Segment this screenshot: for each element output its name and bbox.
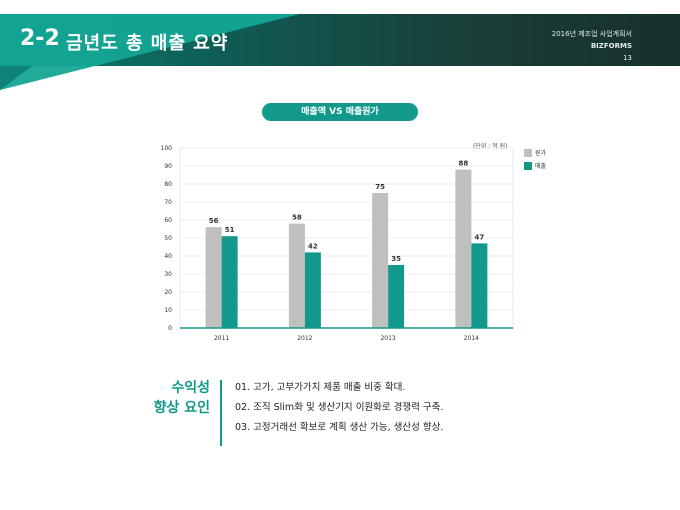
- y-tick-label: 0: [168, 325, 172, 332]
- bar-sales: [221, 236, 238, 328]
- factor-item: 01. 고가, 고부가가치 제품 매출 비중 확대.: [235, 382, 406, 393]
- factors-heading: 수익성 향상 요인: [130, 378, 210, 418]
- page-number: 13: [623, 54, 632, 62]
- header-accent-shadow: [0, 66, 32, 90]
- document-title: 2016년 제조업 사업계획서: [551, 30, 632, 38]
- x-tick-label: 2012: [297, 335, 312, 342]
- legend-item-sales: 매출: [524, 159, 546, 172]
- document-meta: 2016년 제조업 사업계획서 BIZFORMS 13: [552, 28, 632, 64]
- page-title: 금년도 총 매출 요약: [66, 33, 229, 54]
- bar-cost: [205, 227, 222, 328]
- y-tick-label: 20: [164, 289, 172, 296]
- y-tick-label: 80: [164, 181, 172, 188]
- factors-heading-line2: 향상 요인: [153, 400, 210, 416]
- y-tick-label: 60: [164, 217, 172, 224]
- data-label: 35: [391, 255, 401, 263]
- x-tick-label: 2014: [464, 335, 479, 342]
- chart-unit-label: (단위 : 억 원): [473, 143, 508, 150]
- bar-sales: [388, 265, 405, 328]
- y-tick-label: 100: [161, 145, 173, 152]
- data-label: 75: [375, 183, 385, 191]
- section-number: 2-2: [20, 26, 60, 51]
- y-tick-label: 30: [164, 271, 172, 278]
- bar-cost: [455, 169, 472, 328]
- legend-swatch-cost: [524, 148, 532, 157]
- data-label: 47: [475, 233, 485, 241]
- data-label: 42: [308, 242, 318, 250]
- bar-sales: [471, 243, 488, 328]
- legend-swatch-sales: [524, 161, 532, 170]
- bar-chart: 0 10 20 30 40 50 60 70 80 90 100 56 51 2011 58 42 2012 75…: [161, 145, 514, 342]
- factor-item: 03. 고정거래선 확보로 계획 생산 가능, 생산성 향상.: [235, 422, 444, 433]
- x-tick-label: 2011: [214, 335, 229, 342]
- factors-heading-line1: 수익성: [171, 380, 210, 396]
- bar-sales: [304, 252, 321, 328]
- legend-item-cost: 원가: [524, 146, 546, 159]
- data-label: 58: [292, 214, 302, 222]
- y-tick-label: 90: [164, 163, 172, 170]
- bar-cost: [372, 193, 389, 328]
- y-tick-label: 50: [164, 235, 172, 242]
- data-label: 51: [225, 226, 235, 234]
- chart-legend: 원가 매출: [524, 146, 546, 172]
- data-label: 56: [209, 217, 219, 225]
- data-label: 88: [459, 160, 469, 168]
- factor-item: 02. 조직 Slim화 및 생산기지 이원화로 경쟁력 구축.: [235, 402, 444, 413]
- factors-list: 01. 고가, 고부가가치 제품 매출 비중 확대. 02. 조직 Slim화 …: [235, 378, 443, 438]
- legend-label-cost: 원가: [535, 150, 547, 157]
- header-accent-wedge: [0, 14, 300, 90]
- y-tick-label: 10: [164, 307, 172, 314]
- legend-label-sales: 매출: [535, 163, 547, 170]
- factors-divider: [220, 380, 222, 446]
- bar-cost: [288, 223, 305, 328]
- chart-label-pill: 매출액 VS 매출원가: [262, 103, 418, 121]
- y-tick-label: 40: [164, 253, 172, 260]
- brand-name: BIZFORMS: [590, 42, 632, 50]
- x-tick-label: 2013: [380, 335, 395, 342]
- y-tick-label: 70: [164, 199, 172, 206]
